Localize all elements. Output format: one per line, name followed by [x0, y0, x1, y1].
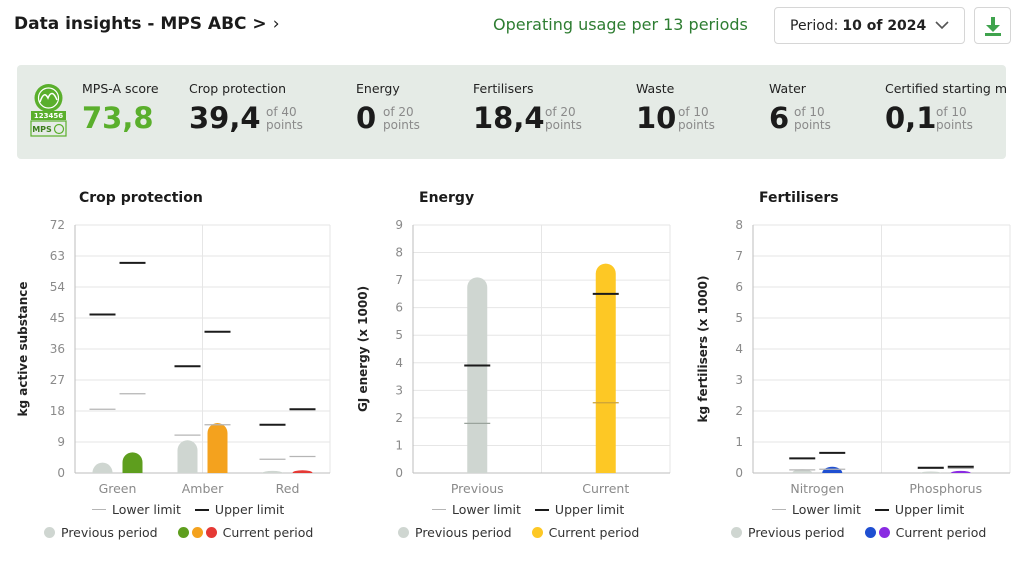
score-panel: 123456 MPS MPS-A score 73,8 Crop protect…: [17, 65, 1006, 159]
y-tick-label: 7: [395, 273, 403, 287]
svg-text:MPS: MPS: [32, 125, 52, 134]
chevron-right-icon: ›: [272, 14, 280, 34]
bar-current: [292, 470, 313, 473]
y-tick-label: 36: [50, 342, 65, 356]
upper-limit-key: [874, 508, 889, 511]
y-tick-label: 0: [57, 466, 65, 480]
header: Data insights - MPS ABC > › Operating us…: [0, 0, 1024, 55]
y-tick-label: 72: [50, 218, 65, 232]
y-tick-label: 6: [735, 280, 743, 294]
chart-title: Fertilisers: [759, 190, 839, 206]
chart-title: Crop protection: [79, 190, 203, 206]
chevron-down-icon: [935, 21, 949, 30]
fertilisers-plot: 0 1 2 3 4 5 6 7 8 kg fertilisers (x 1000) Nitrogen…: [696, 218, 1011, 496]
x-tick-label: Phosphorus: [909, 481, 982, 496]
y-tick-label: 5: [395, 328, 403, 342]
y-axis-label: GJ energy (x 1000): [356, 286, 370, 412]
bar-previous: [92, 462, 113, 473]
y-tick-label: 6: [395, 301, 403, 315]
previous-dot: [731, 527, 742, 538]
legend-limits: Lower limit Upper limit: [772, 502, 964, 517]
y-tick-label: 45: [50, 311, 65, 325]
legend-periods: Previous period Current period: [44, 525, 313, 540]
bar-current: [122, 452, 143, 473]
x-tick-label: Red: [276, 481, 300, 496]
green-dot: [177, 527, 189, 538]
chart-energy: Energy 0 1 2 3 4 5 6 7 8 9 GJ energy (x 1000) Previ…: [340, 180, 671, 565]
red-dot: [205, 527, 217, 538]
lower-limit-key: [772, 509, 786, 510]
y-tick-label: 4: [735, 342, 743, 356]
y-tick-label: 9: [57, 435, 65, 449]
upper-limit-key: [534, 508, 549, 511]
x-tick-label: Amber: [182, 481, 224, 496]
download-icon: [984, 16, 1001, 36]
period-select[interactable]: Period: 10 of 2024: [774, 7, 965, 44]
y-tick-label: 0: [735, 466, 743, 480]
bar-previous: [920, 471, 941, 473]
page-title-link[interactable]: Data insights - MPS ABC > ›: [14, 14, 280, 34]
x-tick-label: Green: [99, 481, 137, 496]
legend-limits: Lower limit Upper limit: [432, 502, 624, 517]
y-tick-label: 8: [735, 218, 743, 232]
y-axis-label: kg active substance: [16, 282, 30, 417]
y-axis-label: kg fertilisers (x 1000): [696, 276, 710, 423]
y-tick-label: 8: [395, 246, 403, 260]
y-tick-label: 3: [395, 383, 403, 397]
chart-title: Energy: [419, 190, 475, 206]
period-label: Period:: [790, 17, 839, 34]
legend-limits: Lower limit Upper limit: [92, 502, 284, 517]
yellow-dot: [531, 527, 543, 538]
y-tick-label: 5: [735, 311, 743, 325]
legend-periods: Previous period Current period: [731, 525, 986, 540]
period-value: 10 of 2024: [842, 17, 927, 34]
download-button[interactable]: [974, 7, 1011, 44]
legend-periods: Previous period Current period: [398, 525, 639, 540]
page-title: Data insights - MPS ABC >: [14, 14, 267, 34]
energy-plot: 0 1 2 3 4 5 6 7 8 9 GJ energy (x 1000) Previous Curr…: [356, 218, 671, 496]
bar-previous: [262, 470, 283, 473]
bar-current: [595, 263, 616, 473]
y-tick-label: 18: [50, 404, 65, 418]
bar-current: [207, 423, 228, 473]
chart-crop-protection: Crop protection 0 9 18 27 36 45 54 63 72 kg activ…: [0, 180, 331, 565]
y-tick-label: 2: [735, 404, 743, 418]
y-tick-label: 9: [395, 218, 403, 232]
lower-limit-key: [432, 509, 446, 510]
y-tick-label: 1: [735, 435, 743, 449]
y-tick-label: 1: [395, 438, 403, 452]
x-tick-label: Nitrogen: [790, 481, 844, 496]
lower-limit-key: [92, 509, 106, 510]
chart-fertilisers: Fertilisers 0 1 2 3 4 5 6 7 8 kg fertilisers (x 1…: [680, 180, 1011, 565]
purple-dot: [878, 527, 890, 538]
bar-current: [822, 466, 843, 473]
y-tick-label: 3: [735, 373, 743, 387]
bar-previous: [467, 277, 488, 473]
blue-dot: [864, 527, 876, 538]
previous-dot: [44, 527, 55, 538]
y-tick-label: 54: [50, 280, 65, 294]
y-tick-label: 63: [50, 249, 65, 263]
y-tick-label: 2: [395, 411, 403, 425]
y-tick-label: 27: [50, 373, 65, 387]
bar-current: [950, 470, 971, 473]
bar-previous: [177, 440, 198, 473]
x-tick-label: Previous: [451, 481, 504, 496]
previous-dot: [398, 527, 409, 538]
svg-text:123456: 123456: [34, 112, 63, 120]
y-tick-label: 4: [395, 356, 403, 370]
y-tick-label: 7: [735, 249, 743, 263]
mps-badge-logo: 123456 MPS: [30, 84, 67, 137]
x-tick-label: Current: [582, 481, 629, 496]
y-tick-label: 0: [395, 466, 403, 480]
amber-dot: [191, 527, 203, 538]
crop-protection-plot: 0 9 18 27 36 45 54 63 72 kg active substance Green…: [16, 218, 331, 496]
page-subtitle: Operating usage per 13 periods: [493, 15, 748, 34]
upper-limit-key: [194, 508, 209, 511]
